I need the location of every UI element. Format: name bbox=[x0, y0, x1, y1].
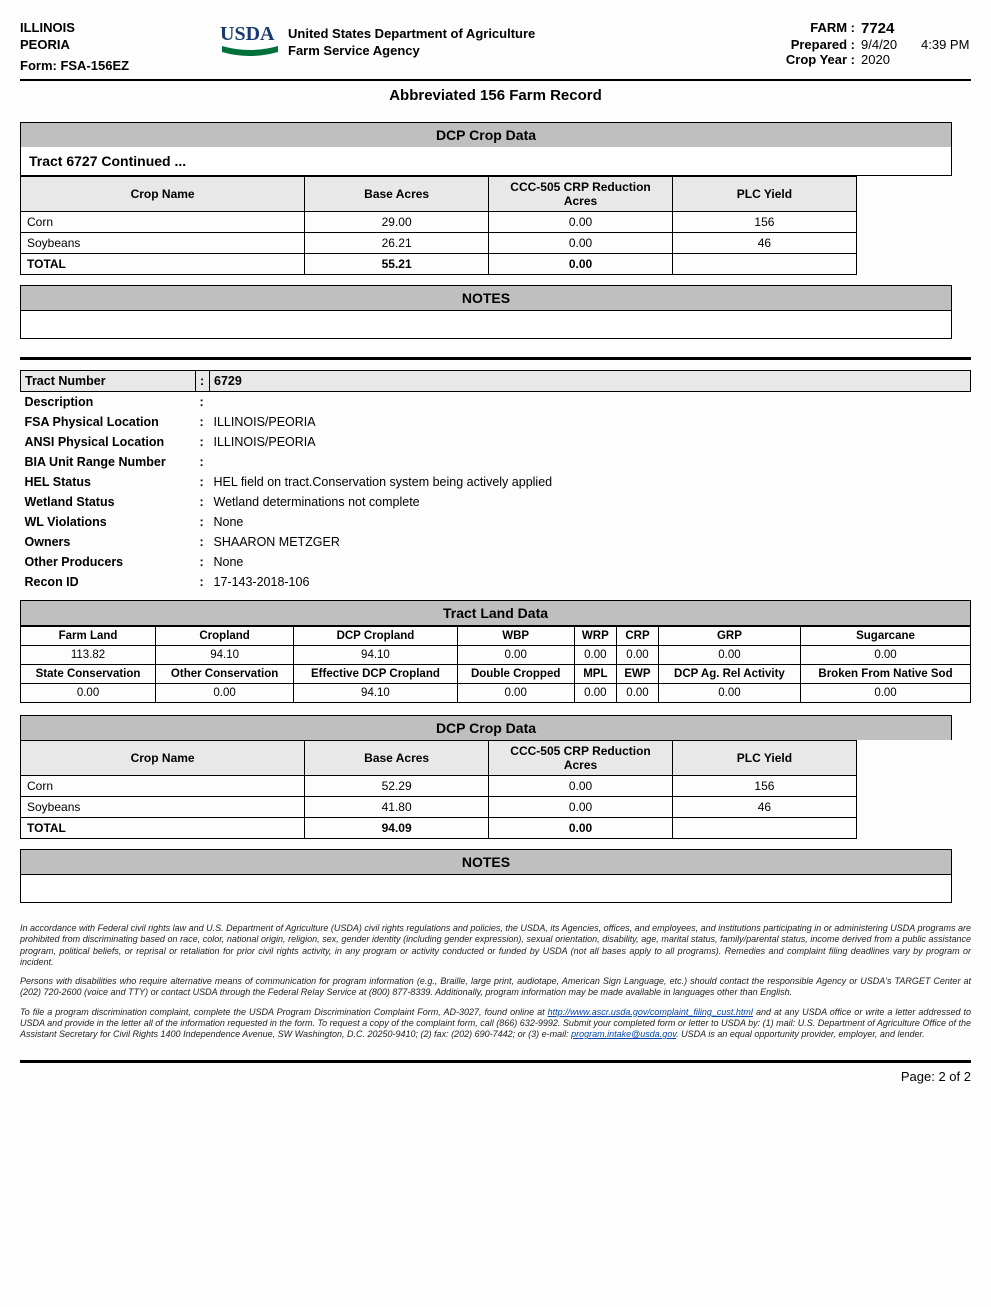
meta-row: Wetland Status:Wetland determinations no… bbox=[21, 492, 971, 512]
table-row: Corn 29.00 0.00 156 bbox=[21, 212, 857, 233]
land-table: Farm Land Cropland DCP Cropland WBP WRP … bbox=[20, 626, 971, 703]
table-row: Soybeans 41.80 0.00 46 bbox=[21, 797, 857, 818]
dept-line1: United States Department of Agriculture bbox=[288, 26, 535, 43]
dcp-crop-data-bar-2: DCP Crop Data bbox=[20, 715, 952, 740]
svg-text:USDA: USDA bbox=[220, 23, 275, 45]
table-row: Soybeans 26.21 0.00 46 bbox=[21, 233, 857, 254]
disclaimer-p1: In accordance with Federal civil rights … bbox=[20, 923, 971, 968]
cropyear-label: Crop Year : bbox=[770, 52, 855, 67]
county: PEORIA bbox=[20, 37, 220, 52]
total-row: TOTAL 55.21 0.00 bbox=[21, 254, 857, 275]
meta-row: HEL Status:HEL field on tract.Conservati… bbox=[21, 472, 971, 492]
divider bbox=[20, 357, 971, 360]
table-row: 0.00 0.00 94.10 0.00 0.00 0.00 0.00 0.00 bbox=[21, 684, 971, 703]
meta-row: Owners:SHAARON METZGER bbox=[21, 532, 971, 552]
crop-table-2: Crop Name Base Acres CCC-505 CRP Reducti… bbox=[20, 740, 857, 839]
meta-row: FSA Physical Location:ILLINOIS/PEORIA bbox=[21, 412, 971, 432]
disclaimer-p2: Persons with disabilities who require al… bbox=[20, 976, 971, 999]
col-base-acres: Base Acres bbox=[305, 177, 489, 212]
notes-box-2 bbox=[20, 875, 952, 903]
header-center: USDA United States Department of Agricul… bbox=[220, 20, 741, 65]
usda-logo-icon: USDA bbox=[220, 20, 280, 65]
page-number: Page: 2 of 2 bbox=[20, 1060, 971, 1084]
state: ILLINOIS bbox=[20, 20, 220, 35]
complaint-link[interactable]: http://www.ascr.usda.gov/complaint_filin… bbox=[548, 1007, 753, 1017]
farm-label: FARM : bbox=[770, 20, 855, 37]
header-left: ILLINOIS PEORIA Form: FSA-156EZ bbox=[20, 20, 220, 75]
cropyear-value: 2020 bbox=[861, 52, 911, 67]
total-row: TOTAL 94.09 0.00 bbox=[21, 818, 857, 839]
table-row: Corn 52.29 0.00 156 bbox=[21, 776, 857, 797]
prepared-date: 9/4/20 bbox=[861, 37, 911, 52]
meta-row: Other Producers:None bbox=[21, 552, 971, 572]
crop-table-1: Crop Name Base Acres CCC-505 CRP Reducti… bbox=[20, 176, 857, 275]
tract-meta-table: Tract Number : 6729 Description:FSA Phys… bbox=[20, 370, 971, 592]
col-ccc505: CCC-505 CRP Reduction Acres bbox=[489, 177, 673, 212]
meta-row: WL Violations:None bbox=[21, 512, 971, 532]
email-link[interactable]: program.intake@usda.gov bbox=[571, 1029, 676, 1039]
meta-row: BIA Unit Range Number: bbox=[21, 452, 971, 472]
col-crop-name: Crop Name bbox=[21, 177, 305, 212]
form-code: Form: FSA-156EZ bbox=[20, 58, 220, 73]
tract-number-value: 6729 bbox=[210, 371, 971, 392]
page-header: ILLINOIS PEORIA Form: FSA-156EZ USDA Uni… bbox=[20, 20, 971, 81]
disclaimer-p3: To file a program discrimination complai… bbox=[20, 1007, 971, 1041]
prepared-label: Prepared : bbox=[770, 37, 855, 52]
tract-number-label: Tract Number bbox=[21, 371, 196, 392]
farm-value: 7724 bbox=[861, 20, 911, 37]
prepared-time: 4:39 PM bbox=[921, 37, 971, 52]
col-plc-yield: PLC Yield bbox=[672, 177, 856, 212]
meta-row: Recon ID:17-143-2018-106 bbox=[21, 572, 971, 592]
notes-box-1 bbox=[20, 311, 952, 339]
meta-row: ANSI Physical Location:ILLINOIS/PEORIA bbox=[21, 432, 971, 452]
meta-row: Description: bbox=[21, 392, 971, 413]
table-row: 113.82 94.10 94.10 0.00 0.00 0.00 0.00 0… bbox=[21, 646, 971, 665]
page-subtitle: Abbreviated 156 Farm Record bbox=[20, 87, 971, 104]
tract-land-bar: Tract Land Data bbox=[20, 600, 971, 626]
dept-line2: Farm Service Agency bbox=[288, 43, 535, 60]
header-right: FARM : 7724 Prepared : 9/4/20 4:39 PM Cr… bbox=[741, 20, 971, 67]
notes-bar-2: NOTES bbox=[20, 849, 952, 875]
notes-bar-1: NOTES bbox=[20, 285, 952, 311]
dcp-crop-data-bar-1: DCP Crop Data bbox=[20, 122, 952, 147]
disclaimer: In accordance with Federal civil rights … bbox=[20, 923, 971, 1040]
tract-continued: Tract 6727 Continued ... bbox=[20, 147, 952, 176]
